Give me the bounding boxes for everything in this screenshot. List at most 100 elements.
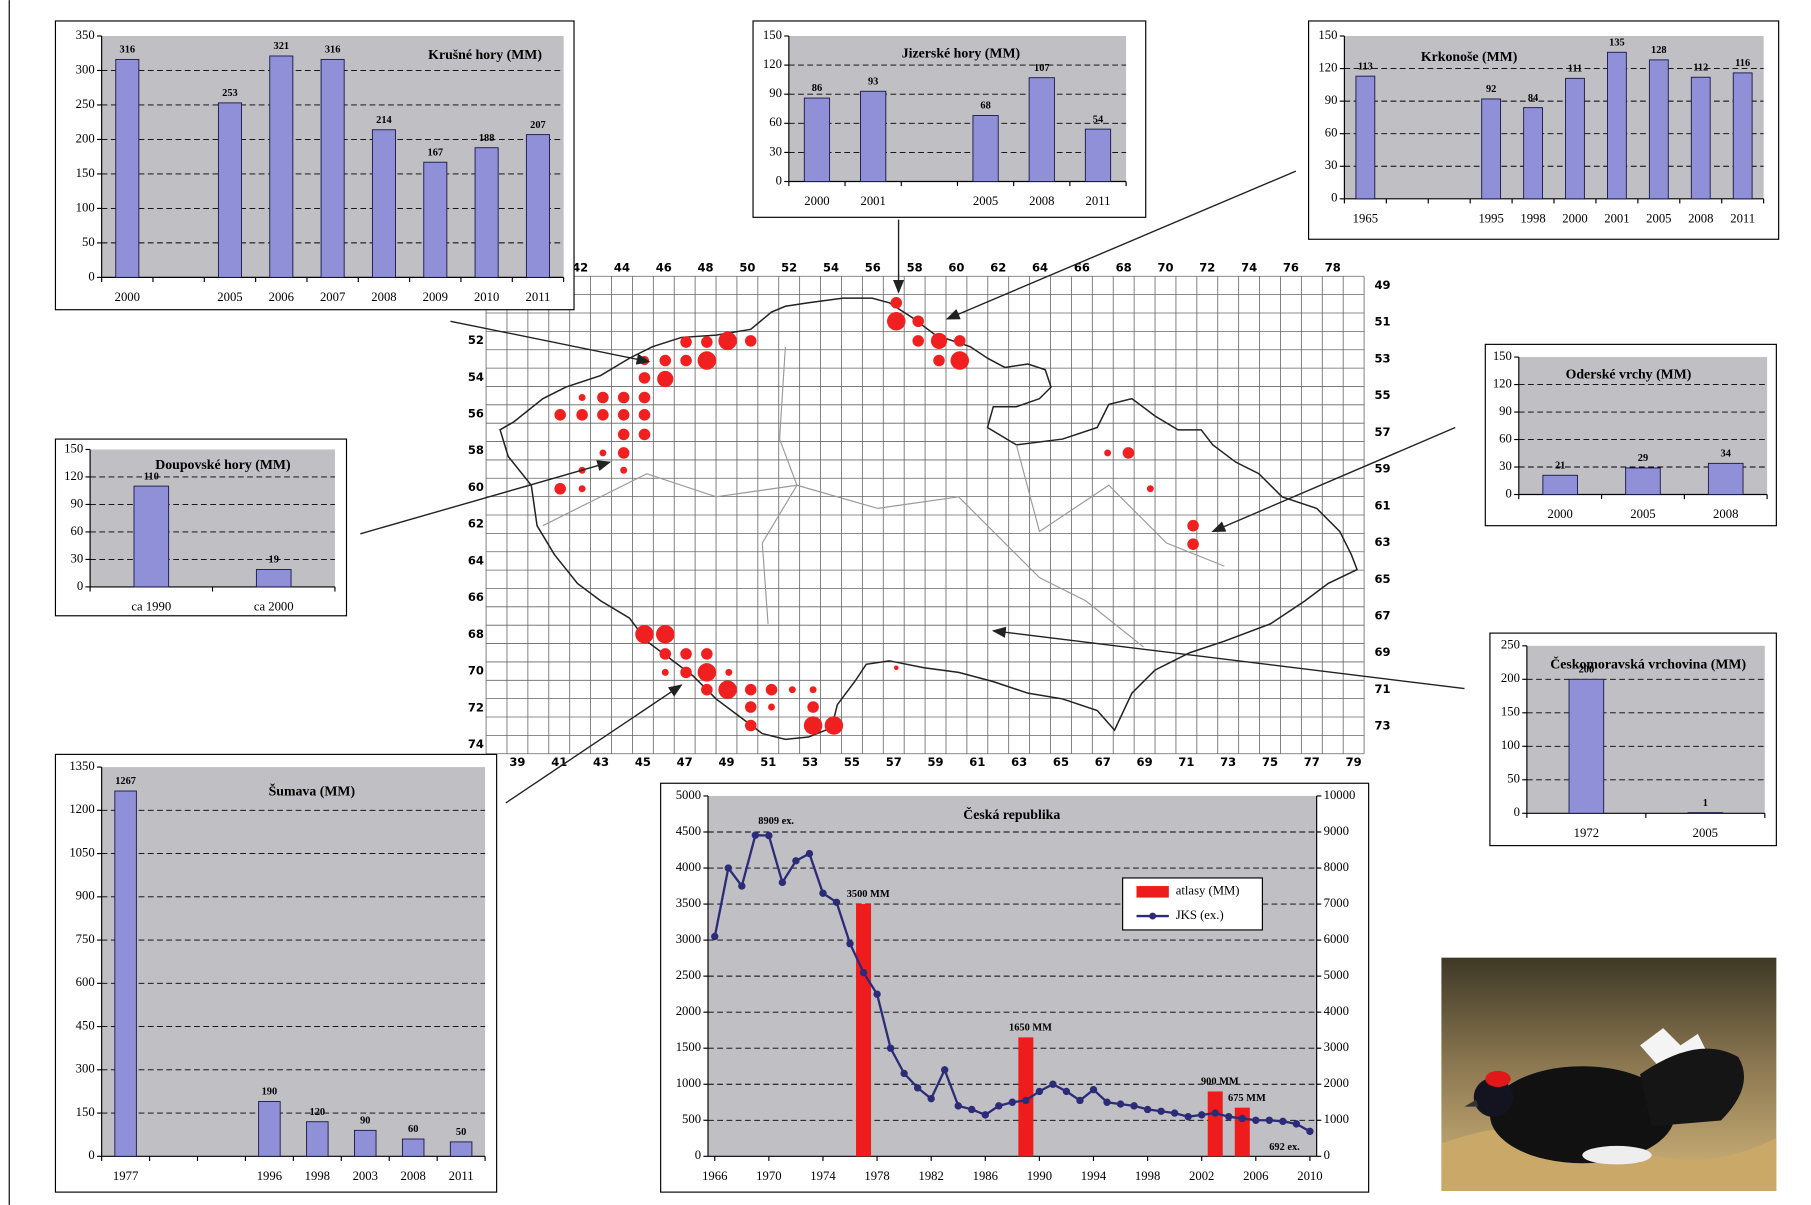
range-dot (656, 625, 674, 643)
data-label: 316 (120, 45, 136, 56)
bar (134, 486, 169, 587)
map-row-label: 73 (1374, 719, 1390, 733)
map-row-label: 61 (1374, 498, 1390, 512)
line-marker (955, 1102, 962, 1109)
bar (450, 1142, 472, 1156)
bar (475, 148, 498, 278)
range-dot (579, 394, 586, 401)
map-column-label: 75 (1262, 755, 1278, 769)
map-row-label: 62 (468, 517, 484, 531)
bar (218, 103, 241, 277)
range-dot (725, 669, 732, 676)
x-tick-label: 2005 (217, 290, 242, 304)
data-label: 50 (456, 1127, 466, 1138)
range-dot (718, 680, 736, 698)
data-label: 675 MM (1228, 1093, 1266, 1104)
legend-label: atlasy (MM) (1176, 884, 1240, 898)
y-tick-label: 2500 (676, 968, 701, 982)
range-dot (597, 409, 609, 421)
data-label: 1650 MM (1009, 1023, 1052, 1034)
range-dots (554, 297, 1198, 735)
bar (1688, 813, 1723, 814)
data-label: 34 (1721, 449, 1731, 460)
y-tick-label: 30 (70, 551, 83, 565)
y-tick-label: 90 (70, 496, 83, 510)
map-column-label: 72 (1199, 261, 1215, 275)
line-marker (1225, 1113, 1232, 1120)
line-marker (982, 1111, 989, 1118)
x-tick-label: 2003 (353, 1169, 378, 1183)
range-dot (701, 336, 713, 348)
line-marker (1212, 1109, 1219, 1116)
map-column-label: 58 (907, 261, 923, 275)
line-marker (1144, 1106, 1151, 1113)
bar (424, 162, 447, 277)
data-label: 128 (1651, 45, 1667, 56)
range-dot (639, 409, 651, 421)
chart-title: Krušné hory (MM) (428, 47, 542, 63)
data-label: 84 (1528, 93, 1538, 104)
bar (1356, 76, 1375, 199)
line-marker (1184, 1113, 1191, 1120)
x-tick-label: 2006 (1243, 1169, 1268, 1183)
y-tick-label: 50 (1507, 772, 1520, 786)
y-tick-label: 0 (1324, 1148, 1330, 1162)
line-marker (752, 832, 759, 839)
bar (861, 91, 886, 181)
bar (1566, 78, 1585, 199)
x-tick-label: 2000 (115, 290, 140, 304)
map-row-label: 69 (1374, 645, 1390, 659)
line-marker (873, 990, 880, 997)
bar (270, 56, 293, 277)
y-tick-label: 120 (64, 469, 83, 483)
page: Tetřívek obecný {"chart_data": [ {"type"… (0, 0, 1811, 1205)
x-tick-label: 1998 (1520, 212, 1545, 226)
y-tick-label: 150 (1493, 349, 1512, 363)
line-marker (1306, 1128, 1313, 1135)
bar (115, 791, 137, 1156)
bar (1708, 463, 1743, 494)
data-label: 90 (360, 1116, 370, 1127)
data-label: 120 (310, 1107, 326, 1118)
data-label: 86 (812, 83, 822, 94)
bar (402, 1139, 424, 1156)
map-column-label: 39 (509, 755, 525, 769)
map-grid (486, 276, 1364, 753)
data-label: 1 (1703, 798, 1708, 809)
y-tick-label: 9000 (1324, 824, 1349, 838)
map-row-label: 67 (1374, 609, 1390, 623)
range-dot (639, 372, 651, 384)
bar (1691, 77, 1710, 199)
data-label: 110 (144, 471, 159, 482)
map-column-label: 65 (1053, 755, 1069, 769)
x-tick-label: 1996 (257, 1169, 282, 1183)
bar (1607, 52, 1626, 199)
range-dot (1187, 520, 1199, 532)
map-column-label: 70 (1157, 261, 1173, 275)
map-column-label: 73 (1220, 755, 1236, 769)
line-marker (738, 882, 745, 889)
bar (1626, 468, 1661, 495)
range-dot (554, 409, 566, 421)
y-tick-label: 0 (695, 1148, 701, 1162)
x-tick-label: 1998 (305, 1169, 330, 1183)
line-marker (833, 899, 840, 906)
range-dot (659, 355, 671, 367)
y-tick-label: 750 (76, 932, 95, 946)
data-label: 190 (262, 1087, 278, 1098)
legend-swatch (1136, 886, 1168, 898)
x-tick-label: 1995 (1478, 212, 1503, 226)
x-tick-label: 2005 (1630, 507, 1655, 521)
map-row-label: 63 (1374, 535, 1390, 549)
bar (1543, 475, 1578, 494)
map-row-label: 54 (468, 370, 484, 384)
y-tick-label: 0 (1331, 191, 1337, 205)
y-tick-label: 50 (82, 235, 95, 249)
x-tick-label: 2008 (1029, 194, 1054, 208)
range-dot (662, 669, 669, 676)
range-dot (680, 648, 692, 660)
x-tick-label: 2008 (371, 290, 396, 304)
map-column-label: 62 (990, 261, 1006, 275)
line-marker (1103, 1099, 1110, 1106)
